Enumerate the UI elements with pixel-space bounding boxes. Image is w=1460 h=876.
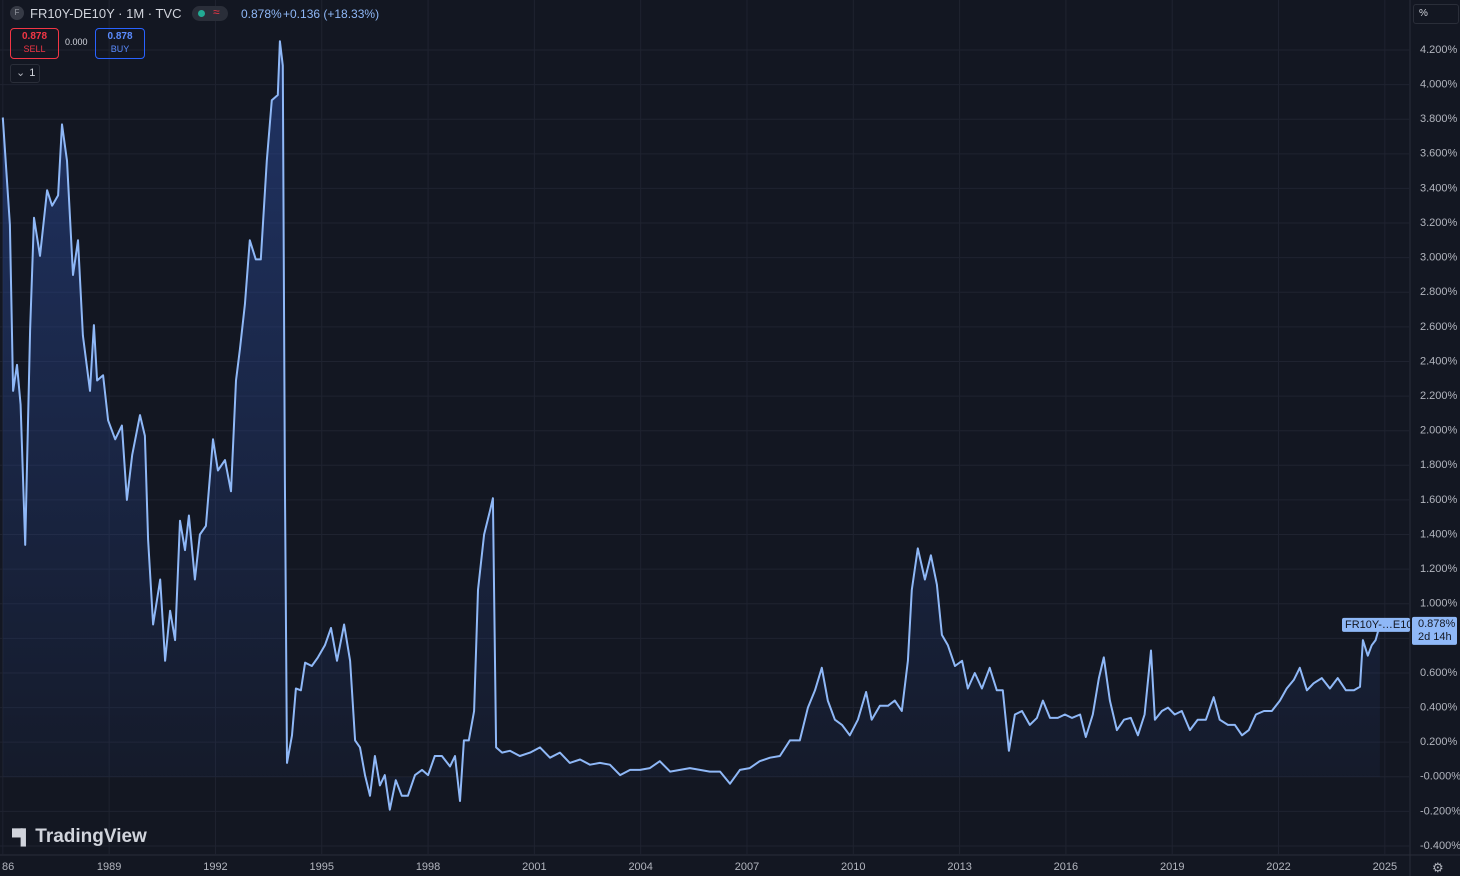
y-tick-label: -0.200% [1420, 805, 1460, 817]
buy-price: 0.878 [107, 31, 133, 42]
line [1, 40, 1381, 811]
last-value: 0.878% [241, 7, 282, 21]
price-tag-name: FR10Y-…E10Y [1345, 619, 1420, 631]
y-tick-label: -0.400% [1420, 840, 1460, 852]
y-tick-label: 2.200% [1420, 390, 1458, 402]
y-tick-label: 4.000% [1420, 79, 1458, 91]
y-tick-label: 0.200% [1420, 736, 1458, 748]
y-tick-label: 1.000% [1420, 598, 1458, 610]
y-tick-label: 1.600% [1420, 494, 1458, 506]
y-tick-label: 3.600% [1420, 148, 1458, 160]
sell-label: SELL [23, 44, 46, 54]
x-tick-label: 86 [2, 861, 14, 873]
x-tick-label: 2004 [628, 861, 652, 873]
y-tick-label: 0.600% [1420, 667, 1458, 679]
y-tick-label: 1.400% [1420, 528, 1458, 540]
logo[interactable]: ▀▌ TradingView [12, 826, 147, 847]
countdown: 2d 14h [1418, 631, 1452, 643]
y-tick-label: 2.800% [1420, 286, 1458, 298]
price-tag-name-box [1342, 617, 1410, 632]
buy-label: BUY [110, 44, 130, 54]
y-tick-label: 1.800% [1420, 459, 1458, 471]
x-tick-label: 2025 [1373, 861, 1397, 873]
y-tick-label: 3.400% [1420, 182, 1458, 194]
y-tick-label: -0.000% [1420, 771, 1460, 783]
x-tick-label: 2001 [522, 861, 546, 873]
interval-count: 1 [29, 67, 36, 79]
sell-button[interactable]: 0.878 SELL [10, 28, 59, 59]
x-tick-label: 1995 [310, 861, 334, 873]
y-tick-label: 4.200% [1420, 44, 1458, 56]
x-tick-label: 2016 [1054, 861, 1078, 873]
x-tick-label: 2007 [735, 861, 759, 873]
y-tick-label: 2.400% [1420, 355, 1458, 367]
area-fill [2, 41, 1380, 810]
x-tick-label: 1992 [203, 861, 227, 873]
price-tag-box [1412, 616, 1457, 645]
unit-button[interactable]: % [1413, 4, 1459, 24]
status-pill[interactable]: ≈ [192, 5, 228, 21]
change: +0.136 (+18.33%) [283, 7, 380, 21]
settings-icon[interactable]: ⚙ [1432, 860, 1444, 875]
spread: 0.000 [65, 37, 88, 47]
x-tick-label: 2013 [947, 861, 971, 873]
symbol-icon: F [10, 6, 24, 20]
price-tag-value: 0.878% [1418, 618, 1456, 630]
sell-price: 0.878 [21, 31, 48, 42]
y-tick-label: 0.400% [1420, 701, 1458, 713]
collapse-button[interactable]: ⌄ 1 [10, 64, 40, 83]
buy-button[interactable]: 0.878 BUY [95, 28, 145, 59]
x-tick-label: 2019 [1160, 861, 1184, 873]
logo-text: TradingView [35, 826, 147, 847]
y-tick-label: 3.200% [1420, 217, 1458, 229]
y-tick-label: 3.000% [1420, 252, 1458, 264]
y-tick-label: 3.800% [1420, 113, 1458, 125]
y-tick-label: 2.600% [1420, 321, 1458, 333]
x-tick-label: 1998 [416, 861, 440, 873]
x-tick-label: 2010 [841, 861, 865, 873]
y-tick-label: 1.200% [1420, 563, 1458, 575]
x-tick-label: 2022 [1266, 861, 1290, 873]
x-tick-label: 1989 [97, 861, 121, 873]
legend-title[interactable]: FR10Y-DE10Y · 1M · TVC [30, 6, 182, 21]
y-tick-label: 2.000% [1420, 425, 1458, 437]
